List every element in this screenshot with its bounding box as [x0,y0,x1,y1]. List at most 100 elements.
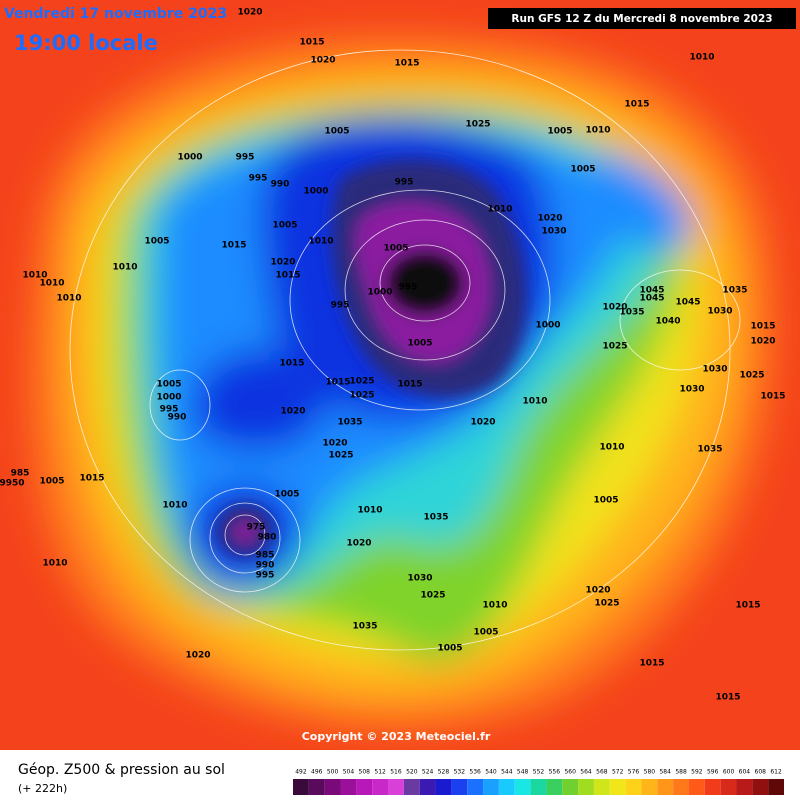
isobar-label: 1020 [310,56,335,66]
scale-label: 580 [644,769,656,776]
isobar-label: 1035 [697,445,722,455]
isobar-label: 1010 [522,397,547,407]
isobar-label: 1015 [394,59,419,69]
isobar-label: 1015 [639,659,664,669]
isobar-label: 1010 [42,559,67,569]
isobar-label: 1025 [349,377,374,387]
isobar-label: 985 [256,551,275,561]
scale-swatch [641,779,658,795]
scale-label: 552 [533,769,545,776]
isobar-label: 1005 [473,628,498,638]
scale-label: 504 [343,769,355,776]
scale-label: 560 [564,769,576,776]
isobar-label: 1010 [39,279,64,289]
isobar-label: 1015 [299,38,324,48]
isobar-label: 980 [258,533,277,543]
isobar-label: 1045 [675,298,700,308]
isobar-label: 1020 [322,439,347,449]
copyright: Copyright © 2023 Meteociel.fr [302,730,491,743]
isobar-label: 1025 [349,391,374,401]
isobar-label: 990 [256,561,275,571]
isobar-label: 1000 [156,393,181,403]
isobar-label: 1005 [274,490,299,500]
isobar-label: 1000 [177,153,202,163]
scale-label: 540 [485,769,497,776]
isobar-label: 1020 [346,539,371,549]
isobar-label: 1020 [185,651,210,661]
scale-label: 548 [517,769,529,776]
scale-label: 568 [596,769,608,776]
isobar-label: 1035 [337,418,362,428]
isobar-label: 1045 [639,294,664,304]
isobar-label: 1030 [702,365,727,375]
isobar-label: 1015 [715,693,740,703]
scale-swatch [340,779,357,795]
isobar-label: 1015 [279,359,304,369]
scale-label: 596 [707,769,719,776]
scale-swatch [451,779,468,795]
forecast-time: 19:00 locale [14,31,158,55]
isobar-label: 1005 [437,644,462,654]
isobar-label: 1005 [272,221,297,231]
isobar-label: 1005 [144,237,169,247]
isobar-label: 1010 [162,501,187,511]
isobar-label: 1035 [423,513,448,523]
scale-label: 492 [295,769,307,776]
isobar-label: 1000 [367,288,392,298]
scale-swatch [435,779,452,795]
isobar-label: 995 [256,571,275,581]
run-box [488,8,796,29]
isobar-label: 1010 [357,506,382,516]
isobar-label: 1015 [79,474,104,484]
scale-swatch [752,779,769,795]
scale-swatch [704,779,721,795]
isobar-label: 1010 [585,126,610,136]
isobar-label: 1010 [482,601,507,611]
isobar-label: 1005 [570,165,595,175]
isobar-label: 1025 [328,451,353,461]
scale-label: 584 [659,769,671,776]
scale-swatch [688,779,705,795]
isobar-label: 1010 [689,53,714,63]
isobar-label: 1020 [270,258,295,268]
isobar-label: 1000 [303,187,328,197]
scale-swatch [657,779,674,795]
scale-swatch [609,779,626,795]
isobar-label: 1015 [624,100,649,110]
scale-swatch [483,779,499,795]
isobar-label: 1025 [739,371,764,381]
isobar-label: 1005 [383,244,408,254]
isobar-label: 1005 [407,339,432,349]
isobar-label: 9950 [0,479,25,489]
isobar-label: 1020 [237,8,262,18]
isobar-label: 1015 [735,601,760,611]
scale-label: 604 [739,769,751,776]
isobar-label: 1030 [407,574,432,584]
isobar-label: 1035 [722,286,747,296]
isobar-label: 1020 [585,586,610,596]
scale-swatch [562,779,579,795]
scale-label: 556 [549,769,561,776]
isobar-label: 1030 [707,307,732,317]
isobar-label: 990 [168,413,187,423]
isobar-label: 1015 [760,392,785,402]
scale-label: 608 [755,769,767,776]
isobar-label: 1005 [156,380,181,390]
isobar-label: 1015 [750,322,775,332]
isobar-label: 985 [11,469,30,479]
isobar-label: 975 [247,523,266,533]
isobar-label: 1005 [593,496,618,506]
isobar-label: 1010 [22,271,47,281]
scale-swatch [514,779,531,795]
forecast-date: Vendredi 17 novembre 2023 [4,6,227,22]
scale-label: 600 [723,769,735,776]
isobar-label: 995 [399,283,418,293]
scale-label: 544 [501,769,513,776]
isobar-label: 1015 [275,271,300,281]
scale-swatch [625,779,642,795]
isobar-label: 1010 [308,237,333,247]
isobar-label: 1035 [619,308,644,318]
isobar-label: 1005 [324,127,349,137]
isobar-label: 1020 [750,337,775,347]
